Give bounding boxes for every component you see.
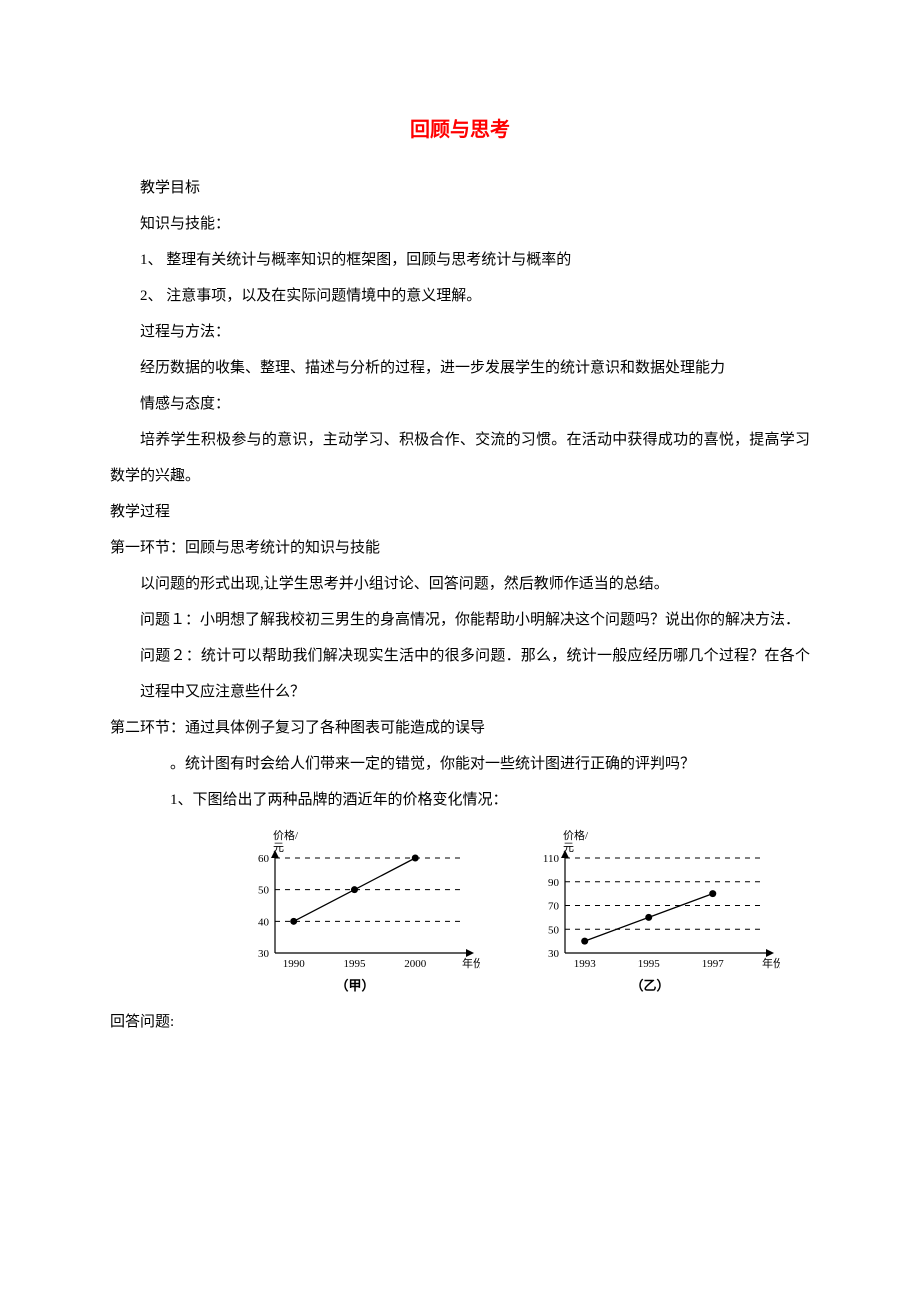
svg-text:年份: 年份	[762, 956, 780, 970]
svg-text:40: 40	[258, 917, 270, 929]
bullet-1: 1、 整理有关统计与概率知识的框架图，回顾与思考统计与概率的	[110, 242, 810, 278]
svg-text:60: 60	[258, 853, 270, 865]
svg-text:1993: 1993	[574, 958, 597, 970]
svg-text:70: 70	[548, 901, 560, 913]
svg-text:2000: 2000	[404, 958, 427, 970]
bullet-2: 2、 注意事项，以及在实际问题情境中的意义理解。	[110, 278, 810, 314]
svg-text:价格/: 价格/	[273, 828, 299, 842]
svg-text:110: 110	[543, 853, 560, 865]
svg-text:50: 50	[258, 885, 270, 897]
svg-text:1990: 1990	[283, 958, 306, 970]
phase-1-body: 以问题的形式出现,让学生思考并小组讨论、回答问题，然后教师作适当的总结。	[110, 566, 810, 602]
charts-row: 价格/元30405060199019952000年份 （甲） 价格/元30507…	[230, 828, 810, 994]
chart-a: 价格/元30405060199019952000年份	[230, 828, 480, 973]
svg-text:价格/: 价格/	[563, 828, 589, 842]
affect-body: 培养学生积极参与的意识，主动学习、积极合作、交流的习惯。在活动中获得成功的喜悦，…	[110, 422, 810, 494]
affect-heading: 情感与态度：	[110, 386, 810, 422]
teach-process-heading: 教学过程	[110, 494, 810, 530]
knowledge-skills-heading: 知识与技能：	[110, 206, 810, 242]
svg-text:年份: 年份	[462, 956, 480, 970]
page-title: 回顾与思考	[110, 113, 810, 142]
chart-a-caption: （甲）	[335, 975, 374, 994]
answer-question-label: 回答问题:	[110, 1004, 810, 1040]
phase-2-body: 。统计图有时会给人们带来一定的错觉，你能对一些统计图进行正确的评判吗？	[110, 746, 810, 782]
chart-b: 价格/元30507090110199319951997年份	[520, 828, 780, 973]
phase-2-heading: 第二环节：通过具体例子复习了各种图表可能造成的误导	[110, 710, 810, 746]
svg-text:90: 90	[548, 877, 560, 889]
document-page: 回顾与思考 教学目标 知识与技能： 1、 整理有关统计与概率知识的框架图，回顾与…	[0, 0, 920, 1302]
chart-b-wrap: 价格/元30507090110199319951997年份 （乙）	[520, 828, 780, 994]
chart-a-wrap: 价格/元30405060199019952000年份 （甲）	[230, 828, 480, 994]
process-method-body: 经历数据的收集、整理、描述与分析的过程，进一步发展学生的统计意识和数据处理能力	[110, 350, 810, 386]
phase-1-heading: 第一环节：回顾与思考统计的知识与技能	[110, 530, 810, 566]
svg-text:1997: 1997	[702, 958, 725, 970]
svg-text:30: 30	[548, 948, 560, 960]
question-2: 问题２：统计可以帮助我们解决现实生活中的很多问题．那么，统计一般应经历哪几个过程…	[110, 638, 810, 710]
process-method-heading: 过程与方法：	[110, 314, 810, 350]
phase-2-item-1: 1、下图给出了两种品牌的酒近年的价格变化情况：	[110, 782, 810, 818]
svg-text:1995: 1995	[638, 958, 661, 970]
svg-text:50: 50	[548, 925, 560, 937]
question-1: 问题１：小明想了解我校初三男生的身高情况，你能帮助小明解决这个问题吗？说出你的解…	[110, 602, 810, 638]
chart-b-caption: （乙）	[630, 975, 669, 994]
svg-text:30: 30	[258, 948, 270, 960]
section-goal-heading: 教学目标	[110, 170, 810, 206]
svg-text:1995: 1995	[343, 958, 366, 970]
